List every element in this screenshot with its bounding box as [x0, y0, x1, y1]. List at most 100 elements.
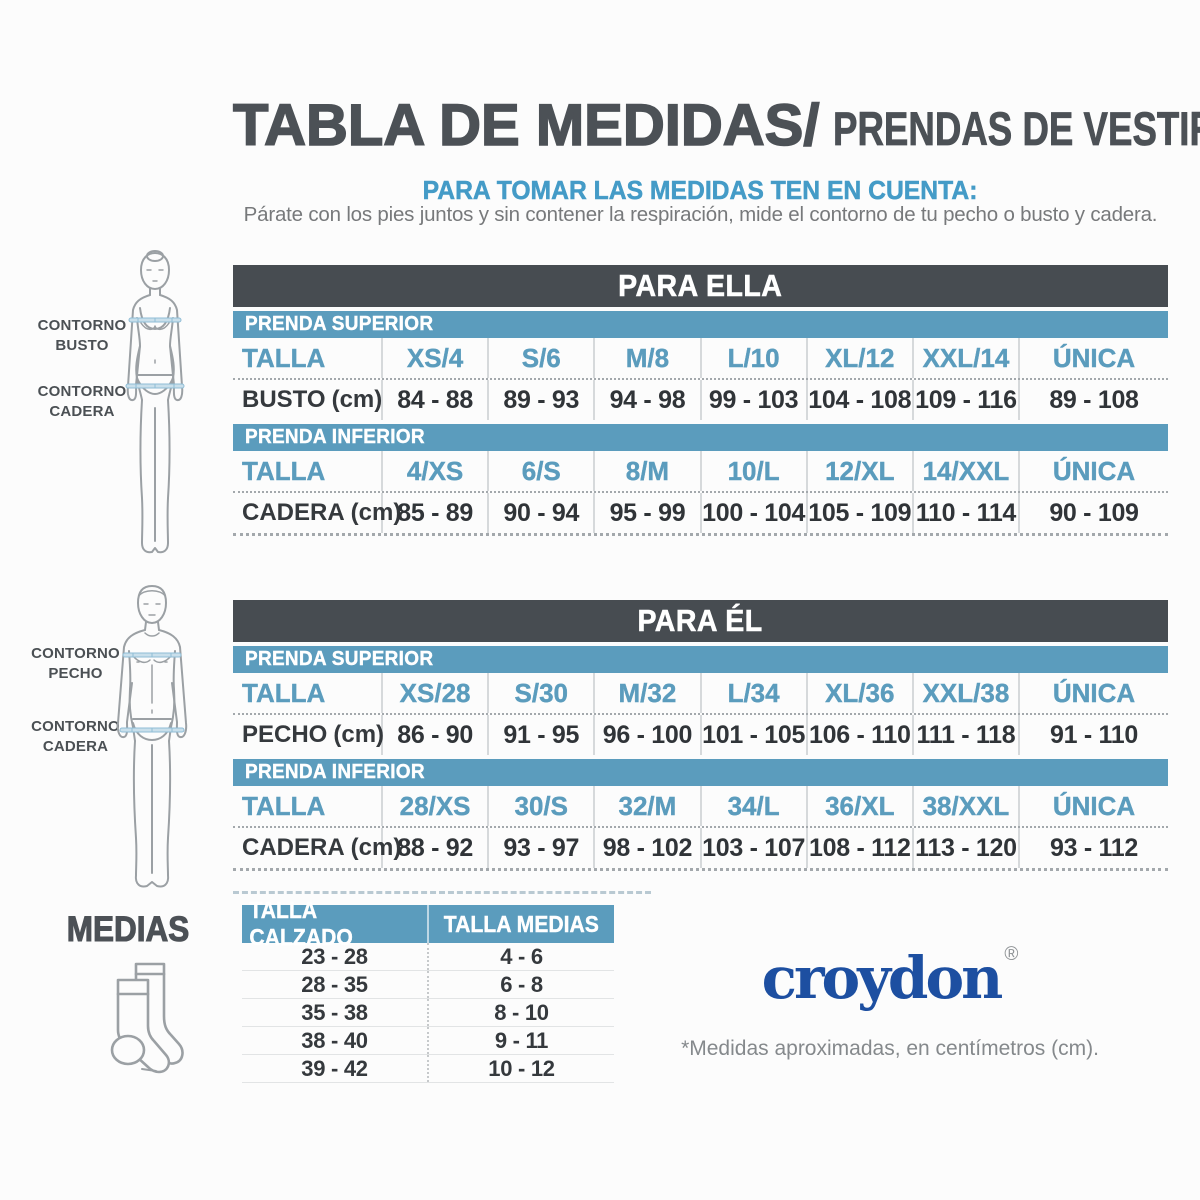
table-cell: 101 - 105: [702, 715, 808, 755]
table-cell: M/32: [595, 673, 702, 713]
table-cell: 89 - 108: [1049, 385, 1139, 414]
size-row: TALLA 4/XS 6/S 8/M 10/L 12/XL 14/XXL ÚNICA: [233, 451, 1168, 493]
contour-label-line: CONTORNO: [37, 383, 127, 400]
medias-col-label: TALLA CALZADO: [249, 897, 353, 950]
table-cell: 90 - 109: [1049, 498, 1139, 527]
female-figure-illustration: [125, 250, 185, 554]
table-cell: 32/M: [595, 786, 702, 826]
table-ella-header: PARA ELLA: [233, 265, 1168, 307]
size-row: TALLA XS/28 S/30 M/32 L/34 XL/36 XXL/38 ÚNICA: [233, 673, 1168, 715]
female-hip-contour-label: CONTORNO CADERA: [36, 382, 128, 421]
male-hip-contour-label: CONTORNO CADERA: [28, 717, 123, 756]
table-cell: 106 - 110: [808, 715, 914, 755]
table-cell: L/34: [702, 673, 808, 713]
measure-name: BUSTO: [242, 386, 326, 413]
contour-label-line: CADERA: [42, 737, 109, 755]
female-hip-tape: [125, 383, 185, 389]
table-cell: 109 - 116: [914, 380, 1021, 420]
size-row-label: TALLA: [233, 338, 383, 378]
measure-row: PECHO (cm) 86 - 90 91 - 95 96 - 100 101 - 10…: [233, 715, 1168, 755]
measure-row-label: BUSTO (cm): [233, 380, 383, 420]
table-cell: 34/L: [702, 786, 808, 826]
medias-heading-text: MEDIAS: [66, 909, 190, 949]
table-cell: 94 - 98: [595, 380, 702, 420]
measure-name: CADERA: [242, 834, 345, 861]
size-row-label: TALLA: [233, 451, 383, 491]
page-title-main: TABLA DE MEDIDAS/: [232, 92, 820, 159]
table-para-el: PARA ÉL PRENDA SUPERIOR TALLA XS/28 S/30 M…: [233, 600, 1168, 871]
table-cell: 95 - 99: [595, 493, 702, 533]
table-cell: 30/S: [489, 786, 596, 826]
table-cell: 105 - 109: [808, 493, 914, 533]
table-cell: XXL/14: [914, 338, 1021, 378]
female-bust-contour-label: CONTORNO BUSTO: [36, 316, 128, 355]
ella-superior-section: PRENDA SUPERIOR TALLA XS/4 S/6 M/8 L/10 XL/1…: [233, 311, 1168, 420]
band-label: PRENDA INFERIOR: [245, 761, 425, 783]
intro-heading-text: PARA TOMAR LAS MEDIDAS TEN EN CUENTA:: [423, 175, 978, 206]
medias-row: 38 - 40 9 - 11: [242, 1027, 614, 1055]
table-cell: 91 - 95: [489, 715, 596, 755]
table-cell: 10/L: [702, 451, 808, 491]
contour-label-line: CADERA: [49, 402, 115, 420]
table-para-ella: PARA ELLA PRENDA SUPERIOR TALLA XS/4 S/6 M…: [233, 265, 1168, 536]
page-title: TABLA DE MEDIDAS/ PRENDAS DE VESTIR: [232, 92, 1200, 159]
ella-superior-band: PRENDA SUPERIOR: [233, 311, 1168, 338]
contour-label-line: CONTORNO: [31, 645, 120, 662]
el-inferior-band: PRENDA INFERIOR: [233, 759, 1168, 786]
table-cell: 91 - 110: [1050, 720, 1138, 749]
medias-col-calzado: TALLA CALZADO: [242, 897, 429, 950]
el-inferior-section: PRENDA INFERIOR TALLA 28/XS 30/S 32/M 34/L 3…: [233, 759, 1168, 871]
medias-table-body: 23 - 28 4 - 6 28 - 35 6 - 8 35 - 38 8 - 10 38 …: [242, 943, 614, 1083]
medias-table-top-rule: [233, 891, 651, 894]
table-cell: 113 - 120: [914, 828, 1021, 868]
table-cell: 100 - 104: [702, 493, 808, 533]
table-cell: 89 - 93: [489, 380, 596, 420]
medias-cell: 35 - 38: [242, 999, 429, 1026]
table-cell: ÚNICA: [1052, 455, 1136, 486]
table-cell: S/6: [489, 338, 596, 378]
table-cell: ÚNICA: [1052, 342, 1136, 373]
table-ella-title: PARA ELLA: [618, 268, 783, 304]
measure-unit: (cm): [350, 499, 402, 526]
size-row-label: TALLA: [233, 673, 383, 713]
table-cell: 28/XS: [383, 786, 490, 826]
table-cell: 96 - 100: [595, 715, 702, 755]
table-cell: 104 - 108: [808, 380, 914, 420]
contour-label-line: PECHO: [48, 664, 103, 682]
table-cell: 6/S: [489, 451, 596, 491]
medias-row: 23 - 28 4 - 6: [242, 943, 614, 971]
size-cells: XS/4 S/6 M/8 L/10 XL/12 XXL/14 ÚNICA: [383, 338, 1168, 378]
table-cell: 12/XL: [808, 451, 914, 491]
table-cell: 86 - 90: [383, 715, 490, 755]
female-bust-tape: [128, 317, 182, 323]
measure-name: PECHO: [242, 721, 328, 748]
measure-row-label: CADERA (cm): [233, 828, 401, 868]
male-figure-illustration: [116, 585, 188, 888]
medias-cell: 28 - 35: [242, 971, 429, 998]
table-cell: 85 - 89: [383, 493, 490, 533]
contour-label-line: CONTORNO: [31, 718, 120, 735]
table-cell: XS/4: [383, 338, 490, 378]
band-label: PRENDA SUPERIOR: [245, 313, 434, 335]
size-row-label: TALLA: [233, 786, 383, 826]
size-cells: 28/XS 30/S 32/M 34/L 36/XL 38/XXL ÚNICA: [383, 786, 1168, 826]
medias-cell: 39 - 42: [242, 1055, 429, 1082]
table-cell: 38/XXL: [914, 786, 1021, 826]
brand-name: croydon: [761, 944, 1004, 1012]
band-label: PRENDA SUPERIOR: [245, 648, 434, 670]
medias-cell: 10 - 12: [488, 1055, 555, 1081]
medias-cell: 9 - 11: [494, 1027, 549, 1053]
size-row: TALLA 28/XS 30/S 32/M 34/L 36/XL 38/XXL ÚNICA: [233, 786, 1168, 828]
male-chest-contour-label: CONTORNO PECHO: [28, 644, 123, 683]
contour-label-line: CONTORNO: [37, 317, 127, 334]
medias-cell: 6 - 8: [500, 971, 543, 997]
page-title-suffix: PRENDAS DE VESTIR: [833, 102, 1200, 156]
measure-unit: (cm): [333, 721, 385, 748]
table-cell: XXL/38: [914, 673, 1021, 713]
measure-unit: (cm): [331, 386, 383, 413]
measure-cells: 85 - 89 90 - 94 95 - 99 100 - 104 105 - 109 1…: [383, 493, 1168, 533]
intro-heading: PARA TOMAR LAS MEDIDAS TEN EN CUENTA:: [233, 175, 1168, 206]
size-cells: 4/XS 6/S 8/M 10/L 12/XL 14/XXL ÚNICA: [383, 451, 1168, 491]
table-cell: 36/XL: [808, 786, 914, 826]
